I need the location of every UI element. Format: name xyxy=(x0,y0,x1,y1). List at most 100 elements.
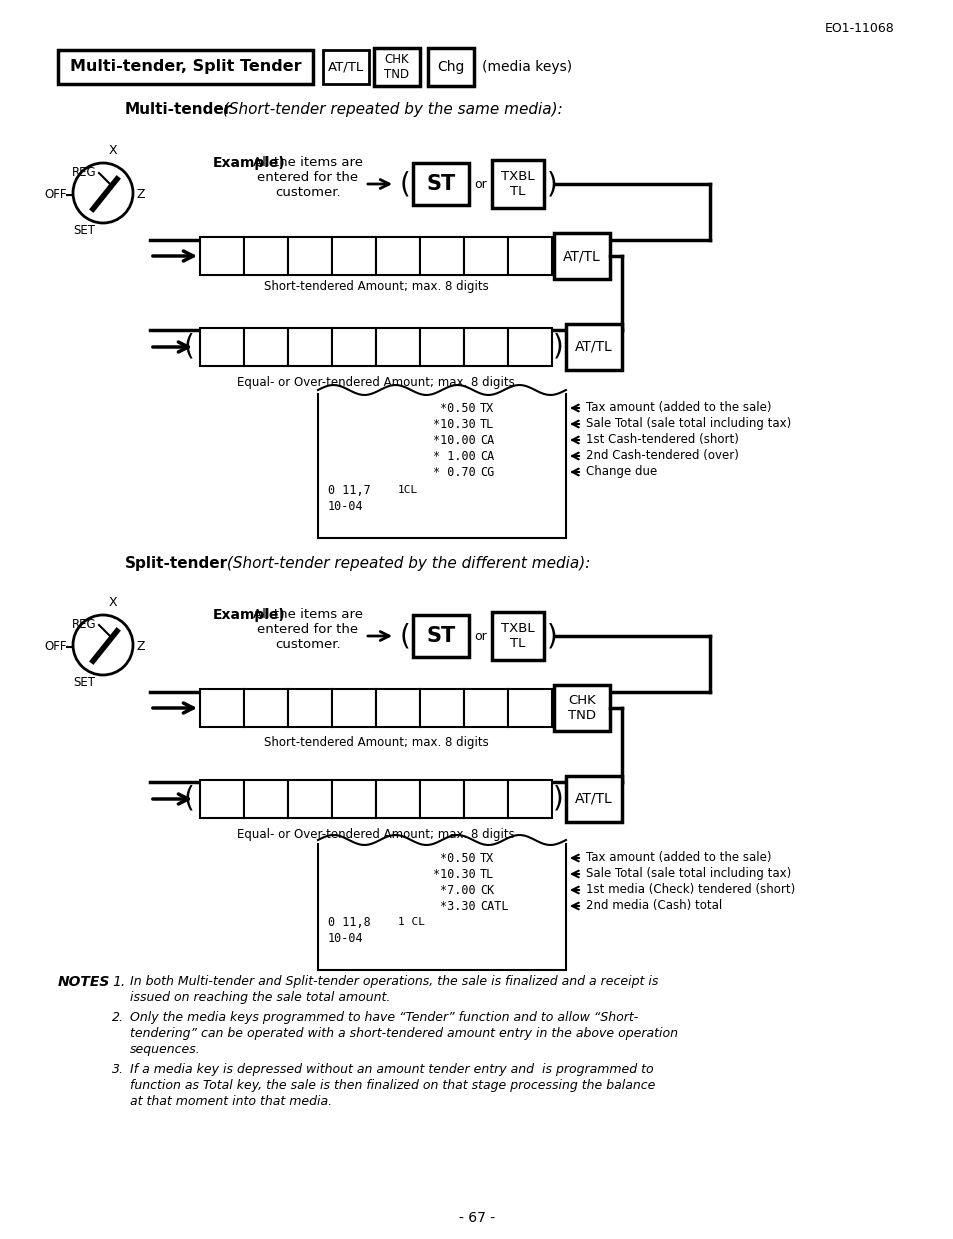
Bar xyxy=(200,237,244,275)
Text: REG: REG xyxy=(72,618,97,632)
Text: 1st Cash-tendered (short): 1st Cash-tendered (short) xyxy=(585,434,739,446)
Text: Chg: Chg xyxy=(436,59,464,74)
Bar xyxy=(288,689,332,727)
Text: CHK
TND: CHK TND xyxy=(384,53,409,81)
Text: Tax amount (added to the sale): Tax amount (added to the sale) xyxy=(585,401,771,415)
Bar xyxy=(375,689,419,727)
Text: Split-tender: Split-tender xyxy=(125,556,228,571)
Text: ): ) xyxy=(553,786,563,813)
Text: 1 CL: 1 CL xyxy=(397,917,424,927)
Text: 1.: 1. xyxy=(112,975,125,989)
Text: CK: CK xyxy=(479,883,494,897)
Bar xyxy=(244,781,288,818)
Text: sequences.: sequences. xyxy=(130,1043,200,1056)
Bar xyxy=(332,328,375,366)
Text: OFF: OFF xyxy=(45,641,67,653)
Text: Sale Total (sale total including tax): Sale Total (sale total including tax) xyxy=(585,867,790,881)
Bar xyxy=(332,689,375,727)
Text: 0 11,8: 0 11,8 xyxy=(328,916,371,928)
Text: NOTES: NOTES xyxy=(58,975,111,989)
Bar xyxy=(463,689,507,727)
Bar xyxy=(413,615,469,657)
Text: REG: REG xyxy=(72,166,97,180)
Text: Sale Total (sale total including tax): Sale Total (sale total including tax) xyxy=(585,418,790,430)
Text: (Short-tender repeated by the different media):: (Short-tender repeated by the different … xyxy=(222,556,590,571)
Bar xyxy=(419,781,463,818)
Bar xyxy=(375,328,419,366)
Text: (: ( xyxy=(399,622,411,650)
Text: 2.: 2. xyxy=(112,1011,124,1023)
Bar xyxy=(332,781,375,818)
Bar xyxy=(463,237,507,275)
Text: Multi-tender, Split Tender: Multi-tender, Split Tender xyxy=(70,59,301,74)
Text: Equal- or Over-tendered Amount; max. 8 digits: Equal- or Over-tendered Amount; max. 8 d… xyxy=(237,828,515,841)
Bar xyxy=(58,50,313,84)
Bar xyxy=(492,612,543,660)
Bar xyxy=(413,164,469,204)
Bar xyxy=(200,689,244,727)
Text: TX: TX xyxy=(479,851,494,865)
Text: All the items are
entered for the
customer.: All the items are entered for the custom… xyxy=(253,156,363,199)
Text: Multi-tender: Multi-tender xyxy=(125,102,232,116)
Bar xyxy=(288,781,332,818)
Text: Change due: Change due xyxy=(585,466,657,478)
Text: tendering” can be operated with a short-tendered amount entry in the above opera: tendering” can be operated with a short-… xyxy=(130,1027,678,1040)
Bar xyxy=(507,237,552,275)
Text: (: ( xyxy=(183,333,193,361)
Text: CA: CA xyxy=(479,434,494,446)
Text: ST: ST xyxy=(426,626,456,646)
Text: issued on reaching the sale total amount.: issued on reaching the sale total amount… xyxy=(130,991,390,1004)
Bar xyxy=(463,328,507,366)
Bar xyxy=(419,689,463,727)
Text: Short-tendered Amount; max. 8 digits: Short-tendered Amount; max. 8 digits xyxy=(263,736,488,750)
Bar xyxy=(374,48,419,85)
Text: TL: TL xyxy=(479,867,494,881)
Text: AT/TL: AT/TL xyxy=(328,61,364,73)
Text: or: or xyxy=(474,177,486,191)
Text: Z: Z xyxy=(137,641,146,653)
Text: function as Total key, the sale is then finalized on that stage processing the b: function as Total key, the sale is then … xyxy=(130,1079,655,1092)
Bar xyxy=(463,781,507,818)
Text: 1CL: 1CL xyxy=(397,484,417,496)
Text: *0.50: *0.50 xyxy=(440,401,476,415)
Text: (: ( xyxy=(399,170,411,198)
Text: TX: TX xyxy=(479,401,494,415)
Text: TL: TL xyxy=(479,418,494,430)
Text: AT/TL: AT/TL xyxy=(575,339,612,354)
Text: CG: CG xyxy=(479,466,494,478)
Bar xyxy=(507,328,552,366)
Text: *10.30: *10.30 xyxy=(433,867,476,881)
Text: In both Multi-tender and Split-tender operations, the sale is finalized and a re: In both Multi-tender and Split-tender op… xyxy=(130,975,658,987)
Text: X: X xyxy=(109,596,117,610)
Text: at that moment into that media.: at that moment into that media. xyxy=(130,1095,332,1108)
Text: Only the media keys programmed to have “Tender” function and to allow “Short-: Only the media keys programmed to have “… xyxy=(130,1011,638,1023)
Text: *7.00: *7.00 xyxy=(440,883,476,897)
Bar xyxy=(554,233,609,279)
Bar xyxy=(200,328,244,366)
Text: SET: SET xyxy=(73,224,95,238)
Text: CA: CA xyxy=(479,450,494,462)
Text: CHK
TND: CHK TND xyxy=(567,694,596,722)
Text: 0 11,7: 0 11,7 xyxy=(328,483,371,497)
Text: (: ( xyxy=(183,786,193,813)
Bar xyxy=(492,160,543,208)
Text: *10.30: *10.30 xyxy=(433,418,476,430)
Text: ): ) xyxy=(546,622,558,650)
Text: 10-04: 10-04 xyxy=(328,501,363,513)
Bar xyxy=(244,328,288,366)
Text: CATL: CATL xyxy=(479,900,508,912)
Text: Example): Example) xyxy=(213,156,286,170)
Bar xyxy=(507,781,552,818)
Text: Short-tendered Amount; max. 8 digits: Short-tendered Amount; max. 8 digits xyxy=(263,280,488,292)
Bar xyxy=(288,328,332,366)
Text: TXBL
TL: TXBL TL xyxy=(500,622,535,650)
Bar xyxy=(375,237,419,275)
Text: * 0.70: * 0.70 xyxy=(433,466,476,478)
Bar xyxy=(288,237,332,275)
Bar xyxy=(565,325,621,370)
Text: OFF: OFF xyxy=(45,188,67,202)
Bar xyxy=(419,237,463,275)
Bar xyxy=(244,689,288,727)
Text: *3.30: *3.30 xyxy=(440,900,476,912)
Bar xyxy=(200,781,244,818)
